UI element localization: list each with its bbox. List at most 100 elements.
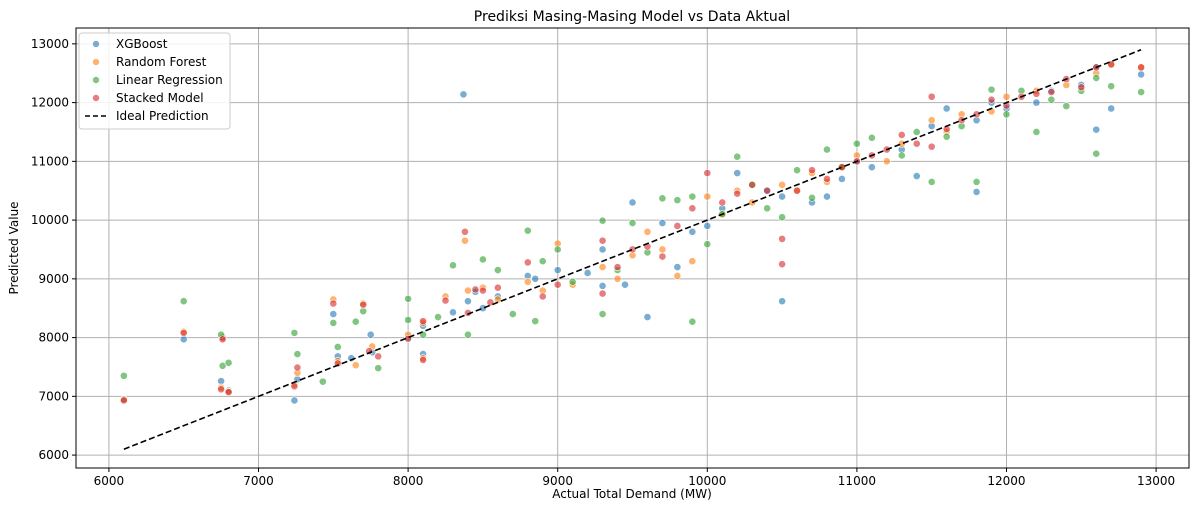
data-point	[329, 299, 338, 308]
data-point	[224, 358, 233, 367]
data-point	[703, 192, 712, 201]
plot-frame	[75, 27, 1190, 469]
data-point	[778, 234, 786, 243]
data-point	[688, 317, 697, 326]
data-point	[1002, 92, 1011, 101]
data-point	[359, 307, 368, 316]
data-point	[867, 133, 876, 142]
data-point	[583, 269, 592, 277]
y-tick-label: 9000	[38, 272, 69, 286]
data-point	[987, 95, 996, 104]
data-point	[553, 266, 562, 274]
data-point	[1107, 82, 1116, 91]
data-point	[1137, 70, 1146, 79]
data-point	[733, 189, 742, 198]
y-tick-label: 8000	[38, 331, 69, 345]
legend-label-xgboost: XGBoost	[116, 37, 168, 51]
data-point	[778, 260, 786, 269]
data-point	[179, 297, 188, 306]
data-point	[553, 245, 562, 254]
data-point	[927, 92, 936, 101]
data-point	[404, 294, 413, 303]
data-point	[628, 219, 637, 227]
data-point	[471, 285, 480, 294]
y-tick-label: 13000	[31, 37, 69, 51]
data-point	[486, 298, 495, 307]
data-point	[508, 310, 517, 318]
data-point	[763, 204, 772, 213]
data-point	[1047, 88, 1056, 96]
data-point	[912, 128, 921, 136]
legend: XGBoost Random Forest Linear Regression …	[78, 32, 231, 130]
data-point	[598, 281, 607, 290]
data-point	[119, 396, 128, 405]
data-point	[1092, 125, 1101, 134]
data-point	[927, 178, 936, 186]
legend-marker-stacked-model	[92, 94, 100, 102]
data-point	[643, 227, 652, 236]
data-point	[1077, 83, 1086, 92]
data-point	[224, 388, 233, 397]
data-point	[613, 263, 622, 271]
data-point	[523, 258, 532, 267]
data-point	[658, 245, 667, 254]
data-point	[479, 286, 487, 295]
data-point	[329, 310, 338, 318]
y-tick-label: 6000	[38, 448, 69, 462]
data-point	[927, 142, 936, 151]
data-point	[366, 330, 375, 339]
data-point	[464, 286, 472, 295]
data-point	[838, 163, 846, 172]
x-tick-label: 11000	[838, 474, 876, 488]
data-point	[351, 317, 360, 326]
x-tick-label: 13000	[1137, 474, 1175, 488]
data-point	[461, 236, 469, 245]
data-point	[464, 297, 472, 306]
data-point	[897, 151, 906, 160]
data-point	[531, 274, 540, 283]
data-point	[823, 145, 831, 154]
data-point	[119, 371, 128, 380]
data-point	[464, 330, 472, 339]
data-point	[808, 166, 816, 175]
data-point	[359, 300, 368, 309]
y-axis-label: Predicted Value	[7, 201, 21, 294]
data-point	[733, 169, 742, 178]
data-point	[912, 172, 921, 180]
data-point	[179, 328, 188, 337]
legend-label-ideal-prediction: Ideal Prediction	[116, 109, 209, 123]
data-point	[217, 385, 226, 394]
data-point	[763, 186, 772, 195]
data-point	[987, 85, 996, 94]
data-point	[1137, 88, 1146, 96]
y-tick-label: 7000	[38, 389, 69, 403]
data-point	[374, 352, 383, 361]
x-tick-label: 10000	[688, 474, 726, 488]
data-point	[867, 163, 876, 172]
x-tick-label: 6000	[94, 474, 125, 488]
data-points	[119, 60, 1146, 405]
data-point	[1047, 95, 1056, 104]
data-point	[942, 104, 951, 113]
data-point	[643, 313, 652, 321]
x-axis-label: Actual Total Demand (MW)	[552, 487, 712, 501]
data-point	[523, 277, 532, 286]
data-point	[568, 277, 577, 286]
data-point	[449, 261, 457, 270]
y-tick-label: 11000	[31, 154, 69, 168]
data-point	[293, 350, 302, 358]
legend-marker-xgboost	[92, 40, 100, 48]
data-point	[793, 166, 801, 175]
data-point	[688, 192, 697, 201]
data-point	[1092, 149, 1101, 158]
data-point	[479, 255, 487, 264]
data-point	[912, 139, 921, 148]
data-point	[333, 343, 342, 351]
y-tick-label: 10000	[31, 213, 69, 227]
data-point	[1092, 74, 1101, 82]
data-point	[1107, 104, 1116, 113]
data-point	[553, 280, 562, 289]
data-point	[523, 226, 532, 235]
x-axis-ticks: 6000 7000 8000 9000 10000 11000 12000 13000	[94, 468, 1175, 488]
